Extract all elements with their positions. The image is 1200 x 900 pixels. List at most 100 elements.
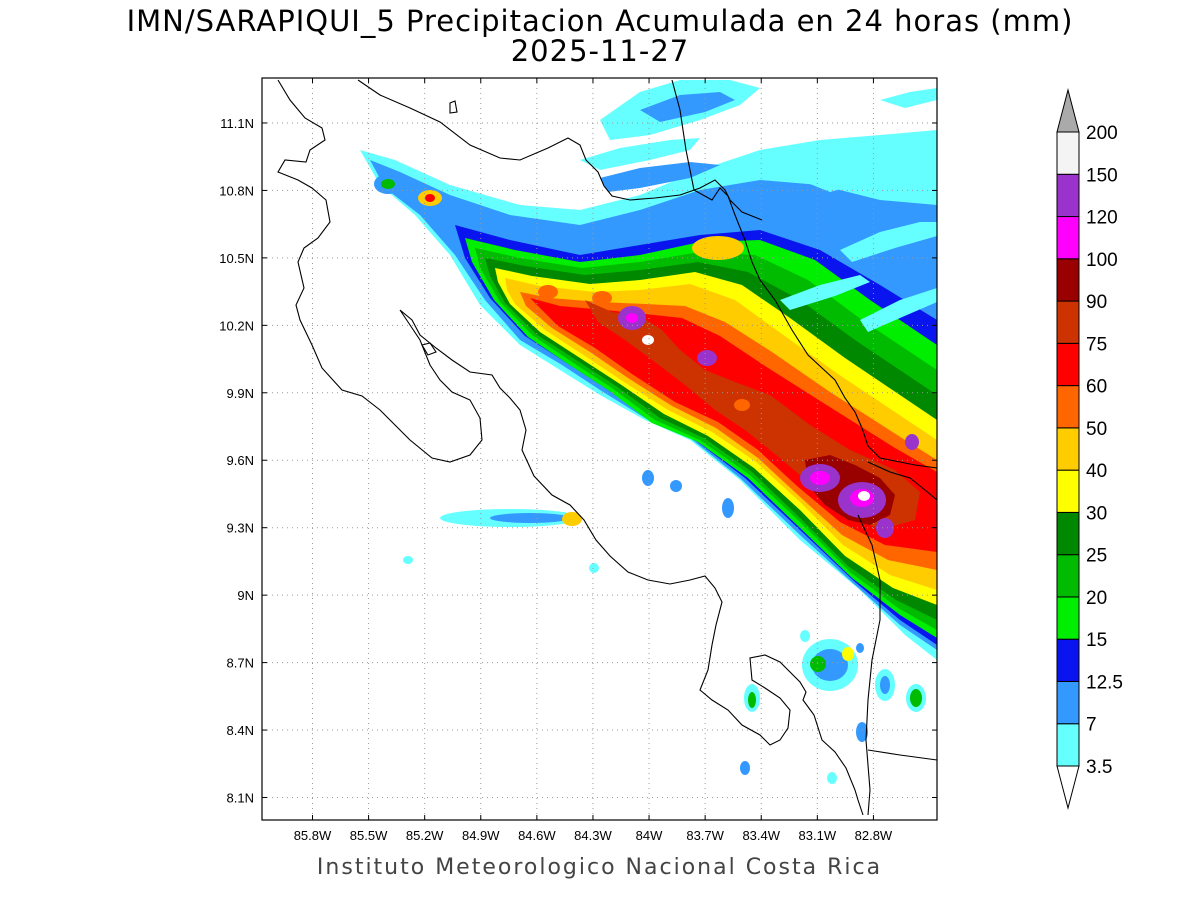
streak <box>640 92 735 122</box>
colorbar-box-30 <box>1056 469 1080 513</box>
lat-tick-label: 8.7N <box>227 656 254 671</box>
colorbar-label: 20 <box>1086 588 1107 609</box>
caribbean-streaks <box>580 80 937 332</box>
gulf-island <box>421 342 437 356</box>
lon-tick-label: 85.2W <box>406 828 444 843</box>
colorbar-label: 75 <box>1086 334 1107 355</box>
lat-tick-label: 9.6N <box>227 453 254 468</box>
max-cell <box>734 399 750 411</box>
colorbar-label: 200 <box>1086 123 1118 144</box>
cell <box>800 630 810 642</box>
max-cell <box>692 236 744 260</box>
streak <box>860 288 937 332</box>
colorbar-arrow-high <box>1056 88 1080 133</box>
max-cell <box>905 434 919 450</box>
cell <box>856 643 864 653</box>
lon-tick-label: 83.4W <box>742 828 780 843</box>
lat-tick-label: 9.9N <box>227 386 254 401</box>
grid <box>262 78 937 820</box>
max-cell <box>858 491 870 501</box>
colorbar-box-15 <box>1056 596 1080 640</box>
streak <box>800 150 937 192</box>
streak <box>780 275 870 310</box>
colorbar-label: 90 <box>1086 292 1107 313</box>
colorbar-label: 100 <box>1086 250 1118 271</box>
colorbar-label: 12.5 <box>1086 672 1123 693</box>
lat-tick-label: 10.2N <box>219 318 254 333</box>
lat-tick-label: 8.4N <box>227 723 254 738</box>
lat-tick-label: 11.1N <box>220 116 254 131</box>
streak <box>880 88 937 108</box>
lon-tick-label: 83.1W <box>799 828 837 843</box>
colorbar-label: 15 <box>1086 630 1107 651</box>
colorbar-label: 25 <box>1086 546 1107 567</box>
colorbar-label: 7 <box>1086 715 1097 736</box>
lat-tick-label: 10.8N <box>219 183 254 198</box>
cell <box>722 498 734 518</box>
colorbar-box-90 <box>1056 258 1080 302</box>
cell <box>670 480 682 492</box>
colorbar: 3.5 7 12.5 15 20 25 30 40 50 60 75 90 100 120 150 200 <box>1056 88 1123 810</box>
cell <box>425 194 435 202</box>
lon-tick-label: 85.8W <box>294 828 332 843</box>
lon-tick-label: 84.3W <box>574 828 612 843</box>
scattered-cells <box>374 174 926 784</box>
colorbar-box-7 <box>1056 680 1080 725</box>
cell <box>856 722 868 742</box>
lon-tick-label: 85.5W <box>350 828 388 843</box>
map-date: 2025-11-27 <box>510 34 690 68</box>
colorbar-label: 50 <box>1086 419 1107 440</box>
colorbar-label: 3.5 <box>1086 757 1112 778</box>
lon-tick-label: 84W <box>636 828 663 843</box>
lon-tick-label: 84.6W <box>518 828 556 843</box>
max-cell <box>538 285 558 299</box>
cell <box>748 692 756 708</box>
max-cell <box>810 471 830 485</box>
colorbar-arrow-low <box>1056 765 1080 810</box>
coastline-north <box>277 79 864 816</box>
colorbar-box-150 <box>1056 131 1080 175</box>
cell <box>827 772 837 784</box>
colorbar-box-60 <box>1056 342 1080 387</box>
lat-tick-label: 9N <box>237 588 254 603</box>
cell <box>880 676 890 694</box>
colorbar-box-120 <box>1056 173 1080 218</box>
colorbar-box-40 <box>1056 427 1080 471</box>
colorbar-label: 40 <box>1086 461 1107 482</box>
streak <box>870 250 937 272</box>
map-frame <box>261 77 938 821</box>
colorbar-box-50 <box>1056 385 1080 429</box>
rainband <box>360 130 937 660</box>
precipitation-field <box>360 80 937 784</box>
nicaragua-coast <box>357 79 763 221</box>
cell <box>403 556 413 564</box>
cell <box>589 563 599 573</box>
lat-tick-label: 10.5N <box>219 251 254 266</box>
lon-tick-label: 83.7W <box>686 828 724 843</box>
bocas-coast <box>867 461 937 501</box>
cell <box>740 761 750 775</box>
coastlines <box>277 79 937 816</box>
colorbar-box-75 <box>1056 300 1080 344</box>
colorbar-box-20 <box>1056 554 1080 598</box>
panama-border <box>857 514 881 816</box>
colorbar-label: 120 <box>1086 208 1118 229</box>
lon-tick-label: 82.8W <box>855 828 893 843</box>
max-cell <box>876 518 894 538</box>
max-cell <box>697 350 717 366</box>
colorbar-label: 150 <box>1086 165 1118 186</box>
cell <box>910 689 922 707</box>
colorbar-box-12.5 <box>1056 638 1080 682</box>
lake-outline <box>449 100 458 114</box>
colorbar-label: 60 <box>1086 377 1107 398</box>
footer-credit: Instituto Meteorologico Nacional Costa R… <box>316 855 883 880</box>
cell <box>810 656 826 672</box>
max-cell <box>626 313 638 323</box>
cell <box>381 179 395 189</box>
colorbar-label: 30 <box>1086 503 1107 524</box>
border-nicaragua <box>671 79 937 469</box>
lon-tick-labels: 85.8W 85.5W 85.2W 84.9W 84.6W 84.3W 84W 83.7W 83… <box>294 828 893 843</box>
lat-tick-labels: 11.1N 10.8N 10.5N 10.2N 9.9N 9.6N 9.3N 9N 8.7N 8.… <box>219 116 254 806</box>
streak <box>580 138 700 170</box>
